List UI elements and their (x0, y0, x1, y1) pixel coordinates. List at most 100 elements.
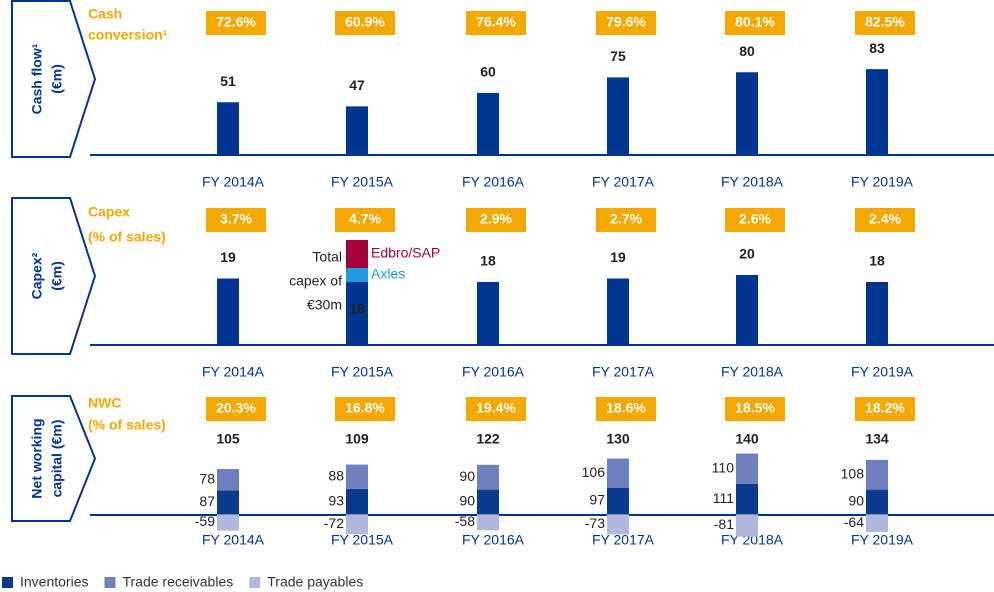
segment-label: 93 (328, 492, 344, 508)
ratio-box (335, 208, 395, 232)
ratio-label: 80.1% (735, 14, 775, 30)
ratio-label: 18.6% (606, 400, 646, 416)
stack-segment (866, 459, 888, 490)
side-arrow (11, 0, 97, 158)
annotation: Total (312, 249, 342, 265)
segment-label: -81 (714, 516, 734, 532)
stack-segment (607, 514, 629, 535)
ratio-label: 20.3% (216, 400, 256, 416)
x-tick-label: FY 2017A (592, 174, 655, 190)
segment-label: -64 (844, 514, 864, 530)
ratio-label: 60.9% (345, 14, 385, 30)
value-label: 80 (739, 43, 755, 59)
side-label: Net working (29, 418, 45, 498)
bar (607, 77, 629, 155)
value-label: 75 (610, 48, 626, 64)
segment-label: 78 (199, 470, 215, 486)
bar (477, 92, 499, 155)
ratio-label: 2.7% (610, 211, 642, 227)
ratio-label: 4.7% (349, 211, 381, 227)
total-label: 130 (606, 431, 630, 447)
value-label: 18 (869, 253, 885, 269)
total-label: 105 (216, 431, 240, 447)
ratio-box (466, 397, 526, 421)
stack-segment (477, 514, 499, 531)
stack-segment (346, 514, 368, 535)
ratio-box (466, 208, 526, 232)
ratio-title: Cash (88, 6, 122, 22)
stack-segment (736, 453, 758, 484)
stack-segment (217, 468, 239, 491)
stack-segment (477, 464, 499, 490)
ratio-box (855, 208, 915, 232)
x-tick-label: FY 2016A (462, 174, 525, 190)
legend-swatch (104, 577, 116, 588)
stack-segment (866, 489, 888, 515)
ratio-box (466, 11, 526, 35)
ratio-label: 19.4% (476, 400, 516, 416)
ratio-box (206, 397, 266, 421)
ratio-box (335, 11, 395, 35)
x-tick-label: FY 2019A (851, 174, 914, 190)
ratio-title: conversion¹ (88, 27, 168, 43)
total-label: 140 (735, 431, 759, 447)
ratio-box (855, 11, 915, 35)
stack-segment (607, 458, 629, 488)
segment-label: 108 (841, 465, 865, 481)
ratio-box (596, 397, 656, 421)
ratio-label: 3.7% (220, 211, 252, 227)
segment-name: Edbro/SAP (371, 245, 440, 261)
value-label: 19 (220, 249, 236, 265)
ratio-label: 2.9% (480, 211, 512, 227)
value-label: 18 (349, 301, 365, 317)
x-tick-label: FY 2014A (202, 532, 265, 548)
annotation: capex of (289, 273, 342, 289)
x-tick-label: FY 2018A (721, 174, 784, 190)
bar (736, 72, 758, 155)
x-tick-label: FY 2019A (851, 364, 914, 380)
total-label: 122 (476, 431, 500, 447)
segment-label: -59 (195, 513, 215, 529)
x-tick-label: FY 2017A (592, 532, 655, 548)
side-label: Capex² (29, 252, 45, 299)
ratio-label: 79.6% (606, 14, 646, 30)
ratio-label: 16.8% (345, 400, 385, 416)
x-tick-label: FY 2015A (331, 174, 394, 190)
value-label: 60 (480, 64, 496, 80)
ratio-title: (% of sales) (88, 417, 166, 433)
legend-label: Trade receivables (122, 574, 233, 590)
value-label: 19 (610, 249, 626, 265)
segment-label: -72 (324, 515, 344, 531)
stack-segment (217, 514, 239, 531)
value-label: 18 (480, 253, 496, 269)
bar (736, 275, 758, 345)
stack-segment (346, 268, 368, 282)
stack-segment (866, 514, 888, 532)
x-tick-label: FY 2016A (462, 532, 525, 548)
ratio-box (206, 11, 266, 35)
segment-label: 88 (328, 467, 344, 483)
ratio-box (725, 397, 785, 421)
segment-label: -58 (455, 513, 475, 529)
ratio-label: 18.5% (735, 400, 775, 416)
x-tick-label: FY 2017A (592, 364, 655, 380)
segment-label: -73 (585, 515, 605, 531)
value-label: 20 (739, 246, 755, 262)
side-arrow (11, 197, 97, 355)
stack-segment (346, 464, 368, 489)
total-label: 134 (865, 431, 889, 447)
ratio-box (335, 397, 395, 421)
value-label: 83 (869, 40, 885, 56)
stack-segment (736, 514, 758, 537)
stack-segment (607, 487, 629, 515)
segment-name: Axles (371, 266, 405, 282)
segment-label: 90 (459, 493, 475, 509)
x-tick-label: FY 2019A (851, 532, 914, 548)
bar (607, 278, 629, 345)
bar (217, 102, 239, 155)
bar (866, 282, 888, 345)
ratio-box (725, 208, 785, 232)
annotation: €30m (307, 297, 342, 313)
x-tick-label: FY 2015A (331, 532, 394, 548)
